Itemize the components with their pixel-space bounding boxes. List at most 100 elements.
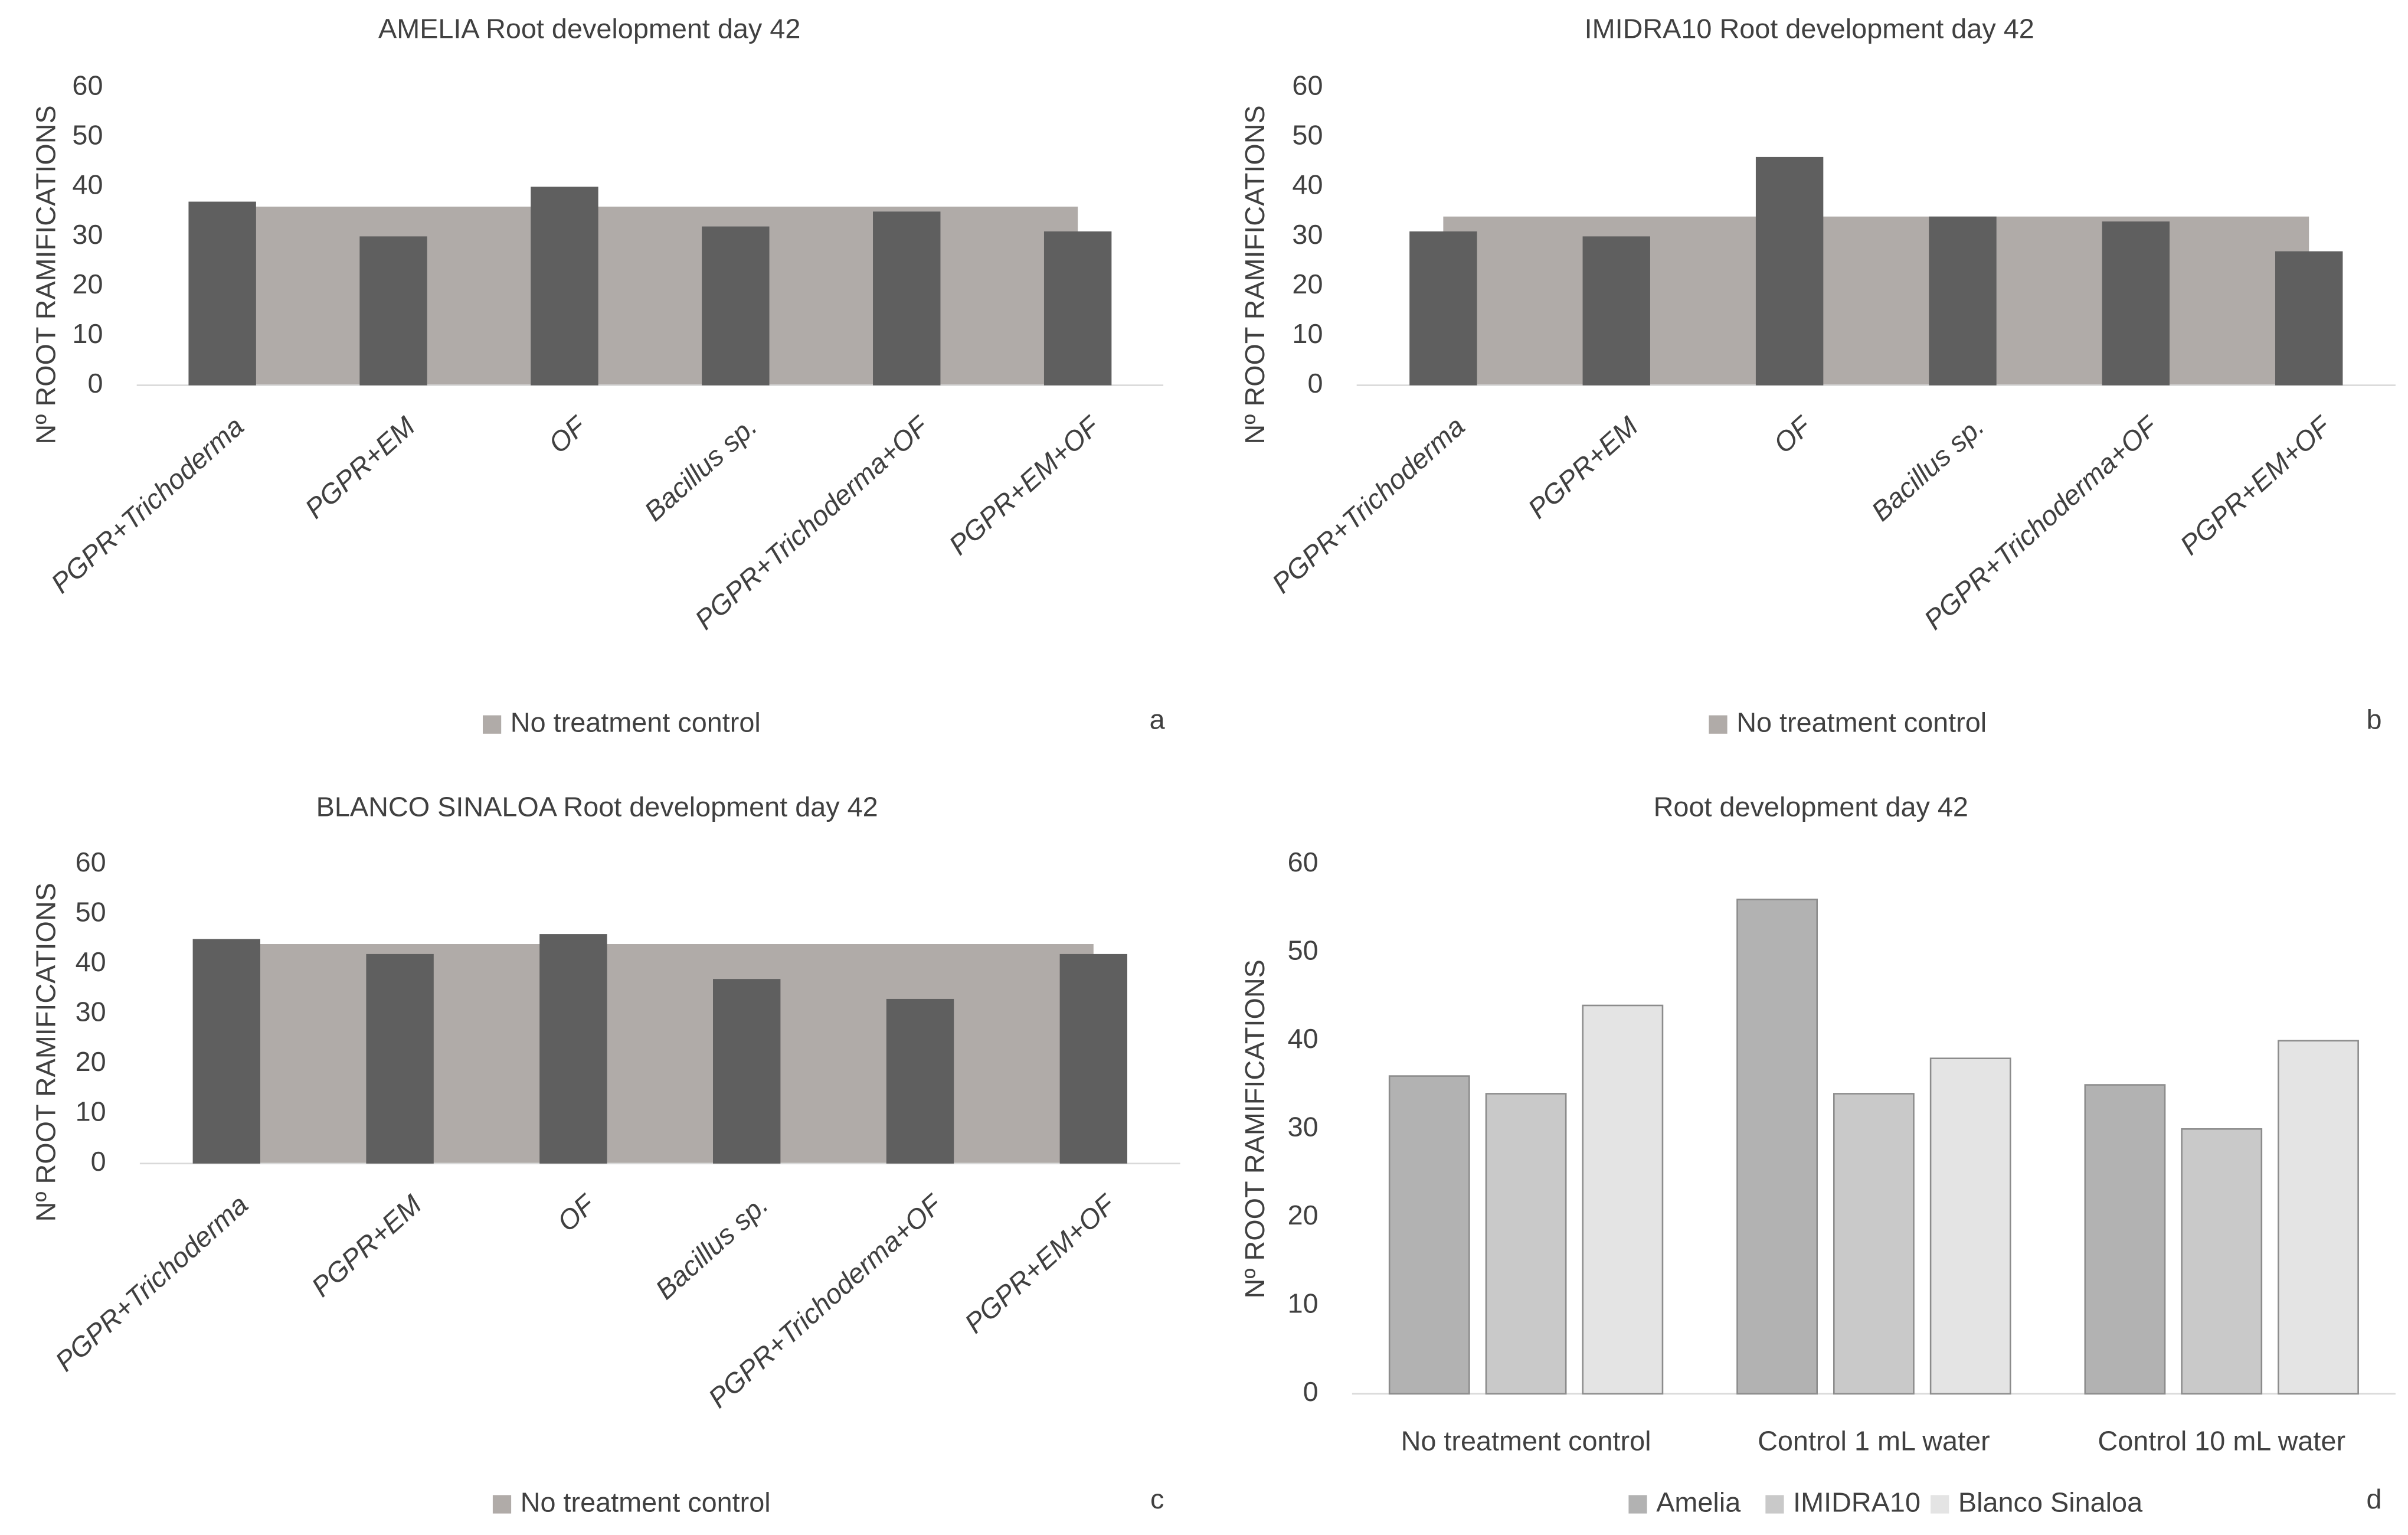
- y-tick-label: 0: [91, 1146, 106, 1177]
- y-tick-label: 10: [1288, 1288, 1318, 1319]
- bar: [531, 187, 598, 386]
- y-tick-label: 10: [72, 318, 103, 349]
- x-tick-label: PGPR+EM: [1522, 411, 1644, 525]
- control-band: [1443, 216, 2309, 386]
- y-axis-label: Nº ROOT RAMIFICATIONS: [1239, 105, 1270, 444]
- panel-label: d: [2366, 1484, 2381, 1514]
- y-tick-label: 60: [1292, 70, 1323, 101]
- x-tick-label: PGPR+EM+OF: [959, 1188, 1122, 1339]
- control-band: [226, 944, 1094, 1164]
- bar: [1409, 231, 1477, 386]
- chart-title: Root development day 42: [1654, 792, 1968, 822]
- y-tick-label: 30: [72, 219, 103, 250]
- bar: [886, 998, 954, 1164]
- legend-swatch: [1709, 715, 1728, 734]
- y-tick-label: 20: [76, 1046, 106, 1077]
- x-tick-label: Control 10 mL water: [2098, 1425, 2345, 1456]
- y-tick-label: 50: [76, 897, 106, 927]
- y-tick-label: 0: [87, 368, 103, 399]
- x-tick-label: PGPR+EM: [299, 411, 421, 525]
- x-tick-label: OF: [1768, 410, 1818, 459]
- chart-title: AMELIA Root development day 42: [378, 13, 800, 44]
- y-axis-label: Nº ROOT RAMIFICATIONS: [30, 105, 61, 444]
- y-tick-label: 40: [1288, 1023, 1318, 1054]
- y-tick-label: 0: [1303, 1376, 1318, 1407]
- bar: [873, 211, 941, 386]
- legend-label: No treatment control: [511, 707, 761, 738]
- bar: [1485, 1093, 1567, 1395]
- x-tick-label: PGPR+Trichoderma: [1266, 411, 1470, 599]
- bar: [188, 201, 256, 386]
- bar: [192, 939, 260, 1164]
- x-tick-label: OF: [543, 410, 593, 459]
- bar: [1043, 231, 1112, 386]
- bar: [539, 934, 607, 1164]
- x-tick-label: Control 1 mL water: [1758, 1425, 1990, 1456]
- panel-label: a: [1150, 704, 1166, 734]
- bar: [1929, 1057, 2011, 1395]
- y-tick-label: 50: [1288, 935, 1318, 966]
- y-tick-label: 0: [1307, 368, 1323, 399]
- legend-swatch: [483, 715, 502, 734]
- bar: [702, 226, 770, 386]
- bar: [2275, 251, 2343, 386]
- legend-label: No treatment control: [521, 1487, 771, 1517]
- x-tick-label: PGPR+Trichoderma: [50, 1189, 254, 1377]
- y-tick-label: 60: [76, 847, 106, 877]
- y-tick-label: 20: [1288, 1200, 1318, 1230]
- bar: [713, 979, 781, 1164]
- bar: [2181, 1128, 2263, 1395]
- bar: [2278, 1040, 2359, 1395]
- y-tick-label: 30: [76, 997, 106, 1027]
- legend-label: No treatment control: [1736, 707, 1987, 738]
- bar: [2102, 221, 2170, 386]
- bar: [1059, 953, 1127, 1164]
- y-tick-label: 40: [72, 169, 103, 200]
- y-tick-label: 20: [1292, 269, 1323, 299]
- bar: [1833, 1093, 1915, 1395]
- x-tick-label: PGPR+Trichoderma: [45, 411, 250, 599]
- legend-label: IMIDRA10: [1793, 1487, 1920, 1517]
- bar: [1582, 1004, 1664, 1395]
- x-tick-label: Bacillus sp.: [650, 1189, 774, 1305]
- bar: [366, 953, 434, 1164]
- legend-swatch: [1931, 1495, 1949, 1514]
- legend-swatch: [1628, 1495, 1647, 1514]
- y-tick-label: 20: [72, 269, 103, 299]
- y-tick-label: 60: [72, 70, 103, 101]
- y-tick-label: 10: [76, 1096, 106, 1127]
- x-tick-label: No treatment control: [1401, 1425, 1651, 1456]
- x-tick-label: Bacillus sp.: [1866, 411, 1990, 527]
- x-tick-label: OF: [551, 1188, 601, 1237]
- bar: [1736, 899, 1818, 1395]
- x-tick-label: PGPR+EM+OF: [943, 410, 1106, 561]
- bar: [359, 236, 427, 386]
- bar: [1388, 1075, 1470, 1395]
- x-tick-label: PGPR+EM+OF: [2174, 410, 2337, 561]
- bar: [1582, 236, 1650, 386]
- x-tick-label: Bacillus sp.: [639, 411, 763, 527]
- panel-label: b: [2366, 704, 2381, 734]
- y-tick-label: 40: [1292, 169, 1323, 200]
- y-tick-label: 50: [72, 120, 103, 151]
- y-tick-label: 30: [1292, 219, 1323, 250]
- chart-title: IMIDRA10 Root development day 42: [1585, 13, 2034, 44]
- legend-swatch: [492, 1495, 512, 1514]
- bar: [1755, 156, 1824, 386]
- y-axis-label: Nº ROOT RAMIFICATIONS: [1239, 959, 1270, 1298]
- y-tick-label: 30: [1288, 1112, 1318, 1142]
- chart-title: BLANCO SINALOA Root development day 42: [316, 792, 878, 822]
- y-tick-label: 50: [1292, 120, 1323, 151]
- y-tick-label: 60: [1288, 847, 1318, 877]
- legend-swatch: [1765, 1495, 1784, 1514]
- bar: [1929, 216, 1997, 386]
- bar: [2084, 1084, 2166, 1395]
- legend-label: Blanco Sinaloa: [1958, 1487, 2143, 1517]
- y-tick-label: 40: [76, 946, 106, 977]
- x-tick-label: PGPR+EM: [306, 1189, 427, 1303]
- y-tick-label: 10: [1292, 318, 1323, 349]
- panel-label: c: [1150, 1484, 1164, 1514]
- legend-label: Amelia: [1656, 1487, 1741, 1517]
- y-axis-label: Nº ROOT RAMIFICATIONS: [30, 883, 61, 1222]
